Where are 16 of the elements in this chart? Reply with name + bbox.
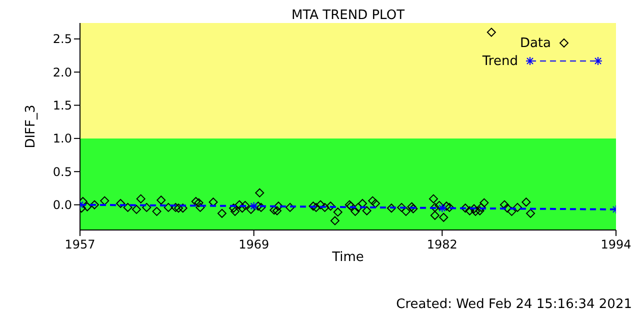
text: Created: Wed Feb 24 15:16:34 2021 xyxy=(396,297,632,312)
y-tick-label: 0.0 xyxy=(52,198,72,212)
legend-label: Data xyxy=(520,36,551,50)
legend-label: Trend xyxy=(482,54,518,68)
y-tick-label: 0.5 xyxy=(52,164,72,179)
y-tick-label: 2.5 xyxy=(52,32,72,46)
x-axis-title: Time xyxy=(331,250,364,266)
x-tick-label: 1994 xyxy=(600,238,632,252)
y-tick-label: 2.0 xyxy=(52,65,72,80)
x-tick-label: 1969 xyxy=(238,238,270,252)
y-tick-label: 1.0 xyxy=(52,132,72,146)
y-tick-label: 1.5 xyxy=(52,98,72,113)
y-axis-title: DIFF_3 xyxy=(24,104,39,148)
x-tick-label: 1982 xyxy=(426,238,458,252)
x-tick-label: 1957 xyxy=(64,238,96,252)
chart-title: MTA TREND PLOT xyxy=(290,8,406,23)
